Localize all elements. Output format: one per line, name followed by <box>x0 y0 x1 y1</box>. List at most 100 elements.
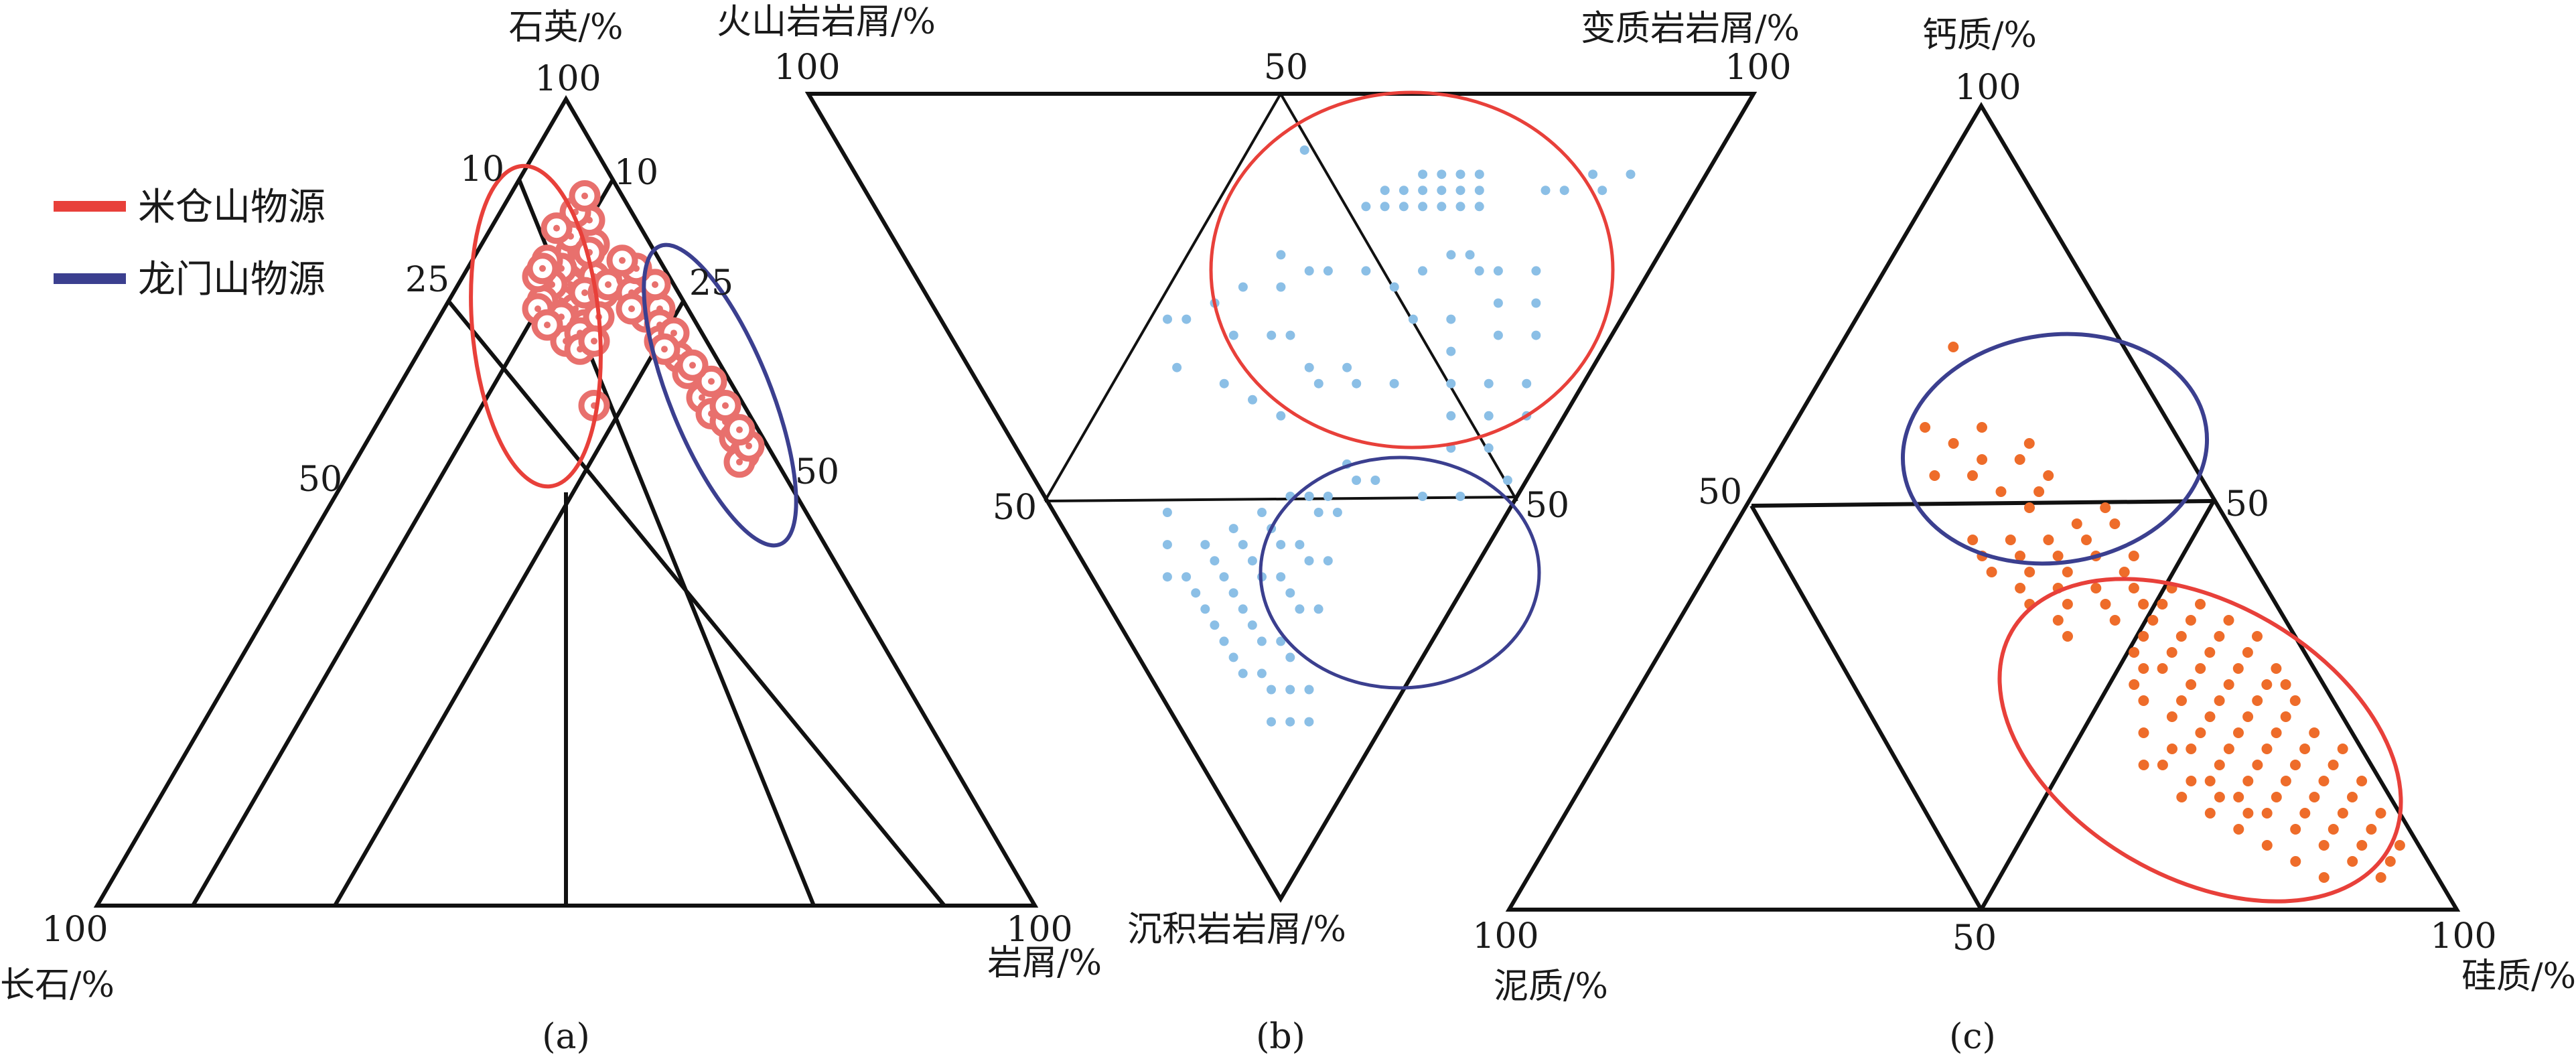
panel-c-point <box>2062 599 2073 610</box>
panel-b-apex-bottom: 沉积岩岩屑/% <box>1127 910 1346 950</box>
panel-b-point <box>1285 652 1295 662</box>
panel-b-point <box>1247 556 1257 566</box>
panel-b-point <box>1238 540 1248 550</box>
panel-c-point <box>2223 679 2234 690</box>
panel-b-point <box>1219 378 1229 389</box>
panel-b-point <box>1323 266 1333 276</box>
panel-b-point <box>1446 411 1456 421</box>
panel-b-point <box>1352 476 1362 485</box>
panel-c-point <box>2233 727 2244 738</box>
panel-b-point <box>1210 620 1220 630</box>
panel-c-point <box>2309 792 2320 802</box>
panel-c-point <box>2204 647 2216 658</box>
panel-b-point <box>1304 492 1314 501</box>
panel-a-point-core <box>581 289 588 296</box>
panel-b-point <box>1342 362 1352 372</box>
panel-b-inner-line <box>1044 92 1282 502</box>
panel-c-point <box>2214 695 2225 706</box>
panel-c-point <box>2166 711 2177 722</box>
panel-c-point <box>2337 744 2348 754</box>
panel-c-apex-left: 泥质/% <box>1494 967 1608 1007</box>
panel-c-point <box>1995 486 2007 497</box>
panel-b-tick-top-mid: 50 <box>1264 48 1308 88</box>
panel-a-apex-left: 长石/% <box>0 965 115 1005</box>
panel-c-tick-left: 100 <box>1472 916 1539 957</box>
panel-b-point <box>1418 186 1428 196</box>
panel-c-point <box>2071 518 2082 529</box>
panel-c-point <box>2081 535 2092 545</box>
panel-a-tick-right-50: 50 <box>795 452 839 492</box>
panel-c-point <box>2195 599 2206 610</box>
panel-b-triangle <box>804 92 1758 903</box>
panel-a-point-core <box>553 224 560 232</box>
panel-c-point <box>2090 583 2102 593</box>
panel-b-tick-left-mid: 50 <box>993 488 1037 528</box>
panel-c-point <box>2261 679 2273 690</box>
panel-b-point <box>1182 314 1192 324</box>
panel-c-inner-line <box>1751 499 2214 508</box>
panel-c-point <box>2242 776 2254 786</box>
panel-a-point-core <box>689 362 696 369</box>
panel-b-point <box>1200 540 1210 550</box>
panel-c-triangle <box>1505 102 2461 912</box>
panel-b-point <box>1295 604 1305 614</box>
panel-c-point <box>2138 599 2149 610</box>
panel-c-point <box>2024 567 2035 577</box>
panel-c-point <box>2261 744 2273 754</box>
panel-a-inner-line <box>447 300 946 907</box>
panel-b-point <box>1474 266 1484 276</box>
panel-b-point <box>1474 202 1484 212</box>
panel-a-points <box>522 180 765 478</box>
panel-c-point <box>2157 663 2168 674</box>
panel-b-point <box>1484 378 1494 389</box>
panel-c-point <box>1920 422 1931 433</box>
panel-c-inner-line <box>1749 504 1983 911</box>
panel-b-point <box>1446 314 1456 324</box>
panel-b-point <box>1313 508 1323 517</box>
panel-c-point <box>2289 695 2301 706</box>
panel-c-point <box>2318 776 2330 786</box>
panel-c-point <box>2052 551 2064 561</box>
panel-c-point <box>2242 647 2253 658</box>
panel-c-point <box>2309 727 2320 738</box>
panel-a-apex-right: 岩屑/% <box>987 943 1102 983</box>
panel-b-point <box>1531 266 1541 276</box>
panel-b-point <box>1257 668 1267 679</box>
panel-b-point <box>1399 202 1409 212</box>
panel-c-point <box>2356 776 2368 786</box>
panel-c-point <box>2384 856 2396 867</box>
panel-c-point <box>2318 872 2330 883</box>
panel-c-point <box>2261 840 2273 851</box>
panel-c-point <box>2052 615 2064 626</box>
panel-b-point <box>1219 636 1229 646</box>
panel-b-point <box>1162 572 1172 582</box>
panel-c-point <box>2299 808 2311 819</box>
panel-c-point <box>2062 631 2073 642</box>
panel-b-point <box>1332 508 1342 517</box>
panel-b-point <box>1455 202 1465 212</box>
legend: 米仓山物源 龙门山物源 <box>54 186 326 301</box>
panel-b-point <box>1285 588 1295 598</box>
panel-c-tick-right: 100 <box>2430 916 2496 957</box>
panel-b-point <box>1276 411 1286 421</box>
panel-b-point <box>1182 572 1192 582</box>
panel-b-point <box>1399 186 1409 196</box>
panel-c-point <box>1948 438 1959 449</box>
panel-c-point <box>2271 663 2282 674</box>
panel-b-point <box>1228 330 1238 340</box>
panel-b-point <box>1276 282 1286 292</box>
panel-c-point <box>2204 808 2216 819</box>
panel-c-point <box>2062 567 2073 577</box>
panel-c-point <box>2100 502 2111 513</box>
panel-b-point <box>1295 540 1305 550</box>
panel-c-point <box>2185 615 2196 626</box>
panel-c-point <box>1986 567 1997 577</box>
panel-a-point-core <box>722 402 729 409</box>
panel-c-point <box>2109 518 2121 529</box>
panel-b-inner-line <box>1279 92 1518 502</box>
panel-a-ellipse-longmen <box>642 242 798 548</box>
panel-b-point <box>1437 186 1447 196</box>
panel-b-point <box>1247 620 1257 630</box>
panel-b-point <box>1437 202 1447 212</box>
panel-b-point <box>1200 604 1210 614</box>
